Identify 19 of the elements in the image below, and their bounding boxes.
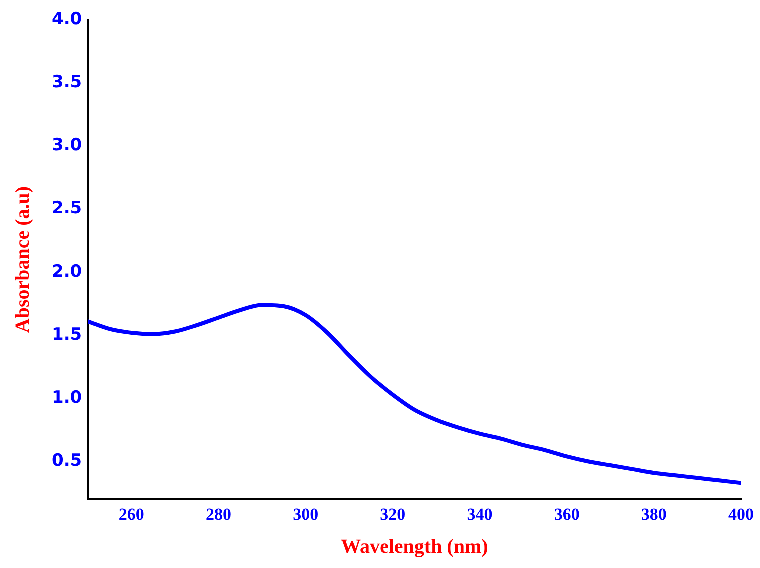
x-tick-label: 380 — [641, 505, 667, 524]
y-tick-label: 2.0 — [52, 262, 82, 282]
y-tick-label: 3.0 — [52, 136, 82, 156]
y-tick-label: 1.5 — [52, 324, 82, 345]
x-tick-label: 280 — [206, 505, 232, 524]
y-tick-label: 4.0 — [52, 9, 82, 30]
x-axis-title: Wavelength (nm) — [341, 536, 488, 558]
x-tick-label: 300 — [293, 505, 319, 524]
y-tick-label: 3.5 — [52, 72, 82, 93]
x-tick-label: 360 — [554, 505, 580, 524]
y-tick-label: 1.0 — [52, 388, 82, 408]
line-series — [88, 303, 742, 486]
x-tick-label: 400 — [728, 505, 754, 524]
x-tick-label: 320 — [380, 505, 406, 524]
y-tick-label: 2.5 — [52, 198, 82, 219]
y-axis-title: Absorbance (a.u) — [12, 186, 34, 334]
x-tick-label: 260 — [118, 505, 144, 524]
x-tick-label: 340 — [467, 505, 493, 524]
y-tick-label: 0.5 — [52, 451, 82, 472]
